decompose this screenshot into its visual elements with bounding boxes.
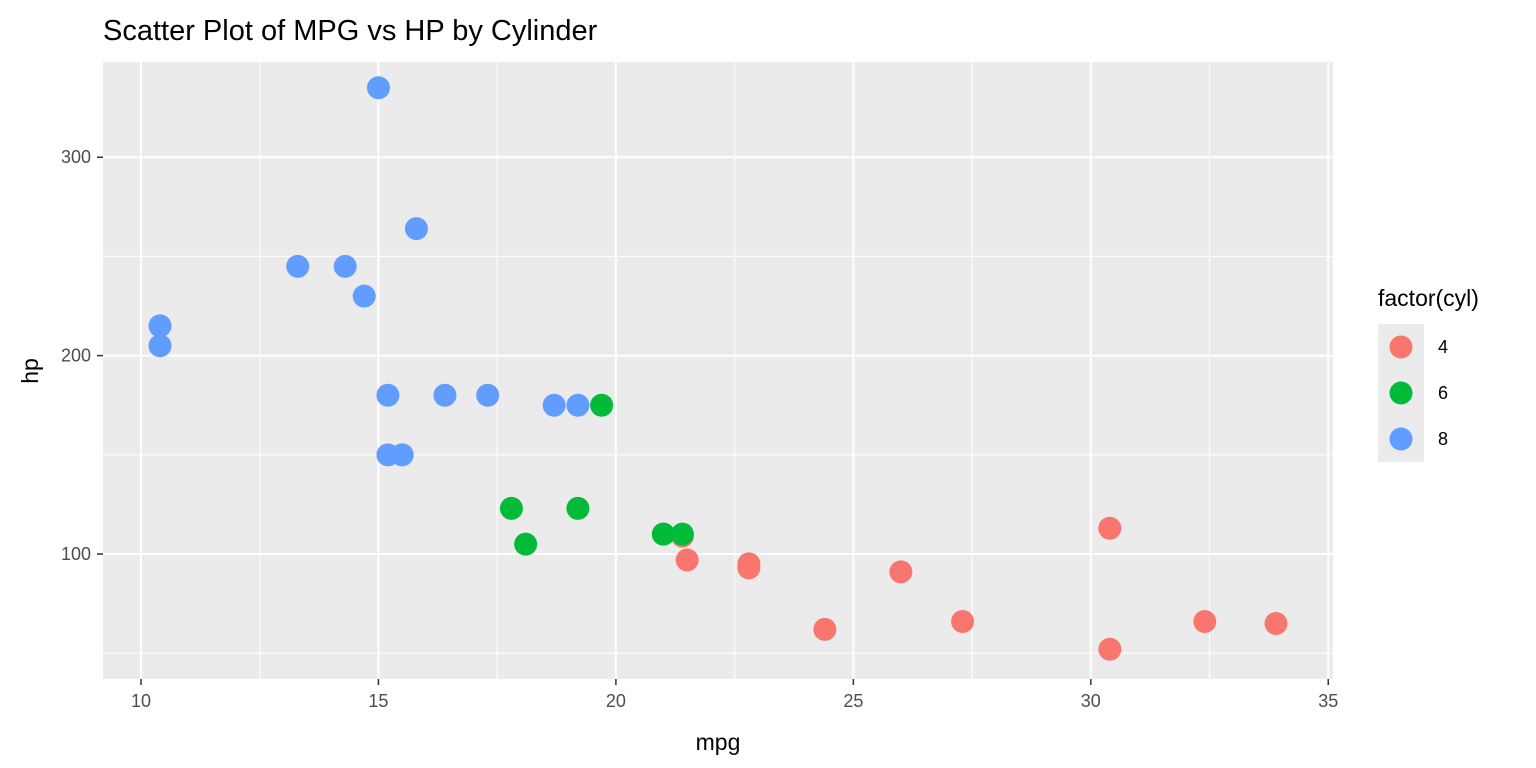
y-tick-label: 200 — [61, 346, 91, 366]
legend-label-4: 4 — [1438, 337, 1448, 357]
y-axis: 100 200 300 — [61, 147, 103, 564]
y-axis-title: hp — [17, 358, 43, 384]
data-point-cyl-6 — [566, 496, 590, 520]
legend: factor(cyl) 4 6 8 — [1378, 285, 1479, 462]
data-point-cyl-8 — [542, 393, 566, 417]
data-point-cyl-8 — [566, 393, 590, 417]
data-point-cyl-8 — [366, 76, 390, 100]
legend-key-4 — [1389, 335, 1413, 359]
data-point-cyl-4 — [889, 560, 913, 584]
data-point-cyl-6 — [514, 532, 538, 556]
data-point-cyl-4 — [1098, 516, 1122, 540]
data-point-cyl-6 — [590, 393, 614, 417]
x-tick-label: 10 — [131, 691, 151, 711]
y-tick-label: 100 — [61, 544, 91, 564]
data-points — [148, 76, 1288, 661]
x-tick-label: 15 — [368, 691, 388, 711]
data-point-cyl-8 — [376, 443, 400, 467]
data-point-cyl-8 — [286, 254, 310, 278]
data-point-cyl-8 — [376, 383, 400, 407]
data-point-cyl-6 — [651, 522, 675, 546]
grid-major — [103, 62, 1333, 679]
data-point-cyl-8 — [148, 314, 172, 338]
x-axis-title: mpg — [696, 729, 741, 755]
data-point-cyl-8 — [476, 383, 500, 407]
x-tick-label: 25 — [843, 691, 863, 711]
legend-key-8 — [1389, 427, 1413, 451]
y-tick-label: 300 — [61, 147, 91, 167]
data-point-cyl-4 — [1098, 637, 1122, 661]
legend-key-6 — [1389, 381, 1413, 405]
data-point-cyl-8 — [352, 284, 376, 308]
data-point-cyl-6 — [670, 522, 694, 546]
legend-label-6: 6 — [1438, 383, 1448, 403]
x-tick-label: 30 — [1081, 691, 1101, 711]
data-point-cyl-8 — [333, 254, 357, 278]
legend-title: factor(cyl) — [1378, 285, 1479, 311]
x-axis: 10 15 20 25 30 35 — [131, 679, 1338, 711]
data-point-cyl-4 — [951, 609, 975, 633]
plot-panel — [103, 62, 1333, 679]
data-point-cyl-4 — [675, 548, 699, 572]
data-point-cyl-4 — [737, 552, 761, 576]
x-tick-label: 35 — [1318, 691, 1338, 711]
data-point-cyl-4 — [813, 617, 837, 641]
data-point-cyl-8 — [433, 383, 457, 407]
grid-minor — [103, 62, 1333, 679]
legend-entries: 4 6 8 — [1389, 335, 1448, 451]
chart-title: Scatter Plot of MPG vs HP by Cylinder — [103, 15, 598, 47]
data-point-cyl-8 — [404, 217, 428, 241]
data-point-cyl-4 — [1193, 609, 1217, 633]
x-tick-label: 20 — [606, 691, 626, 711]
data-point-cyl-6 — [499, 496, 523, 520]
data-point-cyl-8 — [148, 334, 172, 358]
data-point-cyl-4 — [1264, 611, 1288, 635]
legend-label-8: 8 — [1438, 429, 1448, 449]
